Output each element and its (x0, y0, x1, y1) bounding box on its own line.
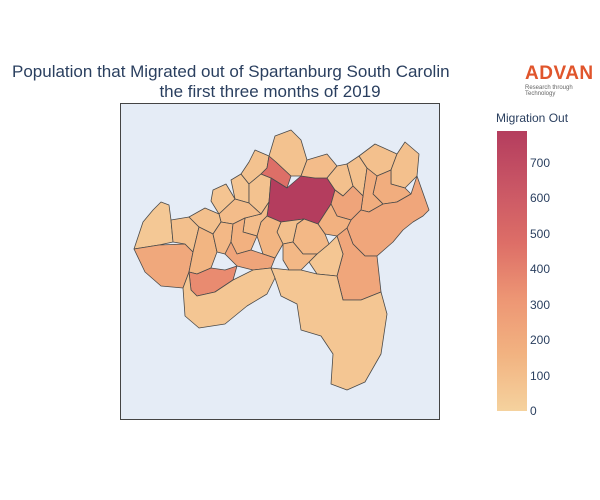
map-region[interactable] (133, 243, 194, 289)
colorbar-tick-label: 300 (530, 297, 551, 312)
map-region[interactable] (390, 141, 420, 189)
colorbar-tick-label: 400 (530, 262, 551, 277)
colorbar-tick-label: 0 (530, 404, 537, 418)
advan-logo: ADVAN Research through Technology (525, 63, 600, 98)
map-region[interactable] (317, 203, 352, 237)
colorbar-tick-label: 600 (530, 191, 551, 206)
logo-tagline: Research through Technology (525, 85, 573, 97)
map-title-line-1: Population that Migrated out of Spartanb… (12, 62, 450, 81)
map-region[interactable] (270, 267, 388, 391)
map-region[interactable] (224, 241, 276, 271)
map-area[interactable] (120, 103, 440, 420)
colorbar-tick-label: 200 (530, 333, 551, 348)
colorbar-tick-label: 100 (530, 368, 551, 383)
map-region[interactable] (308, 235, 344, 277)
colorbar-title: Migration Out (496, 111, 569, 125)
colorbar-tick-label: 500 (530, 226, 551, 241)
map-title-line-2: the first three months of 2019 (159, 82, 381, 101)
map-region[interactable] (133, 201, 174, 250)
choropleth-map[interactable] (121, 104, 439, 419)
colorbar-gradient (497, 131, 527, 411)
colorbar-tick-label: 700 (530, 155, 551, 170)
logo-wordmark: ADVAN (525, 63, 594, 84)
